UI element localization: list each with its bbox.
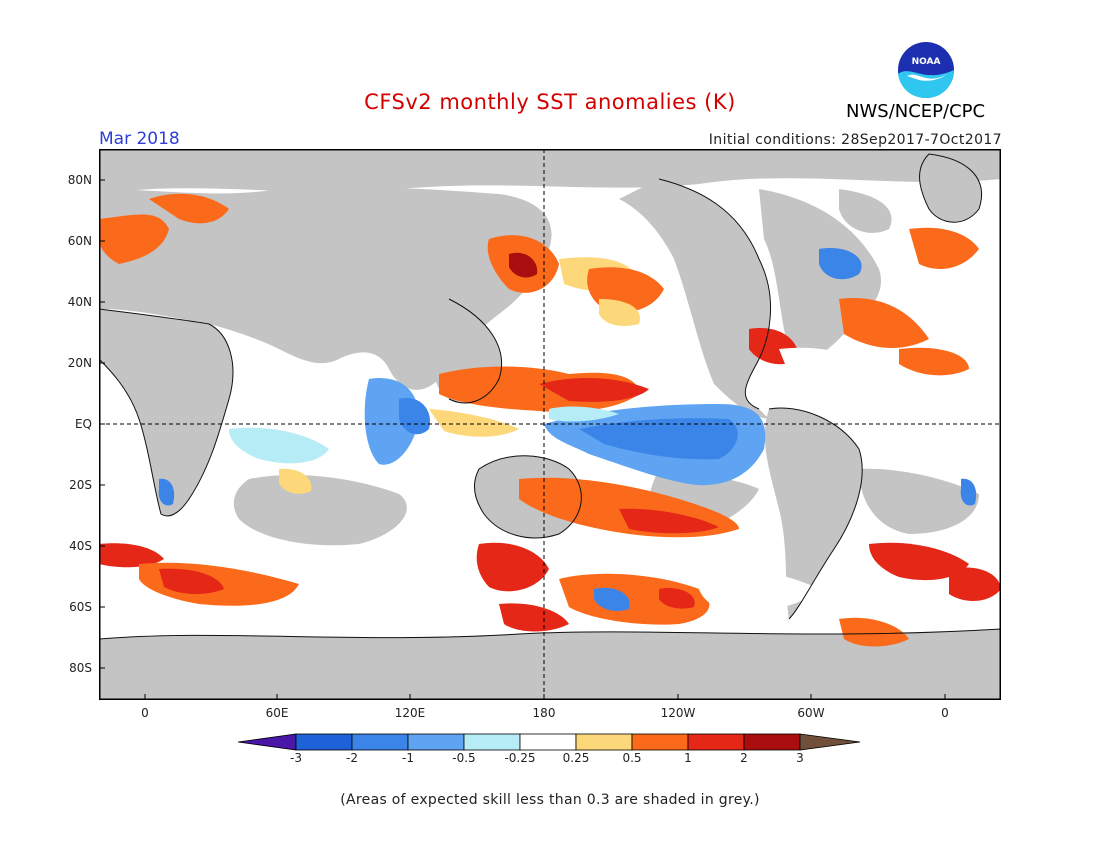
forecast-month: Mar 2018 — [99, 129, 180, 149]
lon-label-120e: 120E — [394, 706, 426, 720]
lon-label-0-west: 0 — [141, 706, 149, 720]
colorbar-bin — [407, 733, 465, 751]
colorbar-bin — [351, 733, 409, 751]
noaa-logo-text: NOAA — [912, 57, 941, 67]
lat-label-20s: 20S — [69, 478, 92, 492]
colorbar-label: -0.5 — [452, 751, 476, 765]
sst-anomaly-map — [99, 149, 1001, 700]
skill-footnote: (Areas of expected skill less than 0.3 a… — [340, 792, 760, 808]
land-masses — [99, 149, 1001, 700]
lon-label-180: 180 — [532, 706, 556, 720]
colorbar-label: -1 — [402, 751, 414, 765]
initial-conditions: Initial conditions: 28Sep2017-7Oct2017 — [708, 132, 1002, 148]
coastlines — [99, 153, 1001, 640]
color-scale-bar — [238, 733, 861, 751]
colorbar-label: 1 — [684, 751, 692, 765]
colorbar-bin — [463, 733, 521, 751]
map-title: CFSv2 monthly SST anomalies (K) — [364, 90, 736, 114]
noaa-logo: NOAA — [898, 42, 954, 98]
lat-label-80s: 80S — [69, 661, 92, 675]
agency-label: NWS/NCEP/CPC — [846, 101, 986, 122]
colorbar-label: 0.5 — [622, 751, 642, 765]
colorbar-label: 3 — [796, 751, 804, 765]
colorbar-label: -0.25 — [504, 751, 536, 765]
colorbar-bin — [575, 733, 633, 751]
lat-label-eq: EQ — [74, 417, 92, 431]
lat-label-80n: 80N — [67, 173, 92, 187]
sst-anomalies — [99, 193, 1001, 647]
colorbar-label: 2 — [740, 751, 748, 765]
lon-label-0-east: 0 — [941, 706, 949, 720]
colorbar-bin — [631, 733, 689, 751]
colorbar-label: 0.25 — [562, 751, 590, 765]
map-ticks — [99, 179, 946, 700]
colorbar-label: -3 — [290, 751, 302, 765]
colorbar-label: -2 — [346, 751, 358, 765]
low-skill-ocean — [233, 189, 979, 546]
lat-label-40n: 40N — [67, 295, 92, 309]
colorbar-arrow-min — [238, 733, 297, 751]
colorbar-arrow-max — [799, 733, 861, 751]
colorbar-bin — [295, 733, 353, 751]
colorbar-bin — [687, 733, 745, 751]
lat-label-60s: 60S — [69, 600, 92, 614]
lon-label-120w: 120W — [660, 706, 696, 720]
lat-label-40s: 40S — [69, 539, 92, 553]
colorbar-bin — [743, 733, 801, 751]
colorbar-bin — [519, 733, 577, 751]
lon-label-60w: 60W — [797, 706, 825, 720]
lat-label-20n: 20N — [67, 356, 92, 370]
lon-label-60e: 60E — [265, 706, 289, 720]
lat-label-60n: 60N — [67, 234, 92, 248]
